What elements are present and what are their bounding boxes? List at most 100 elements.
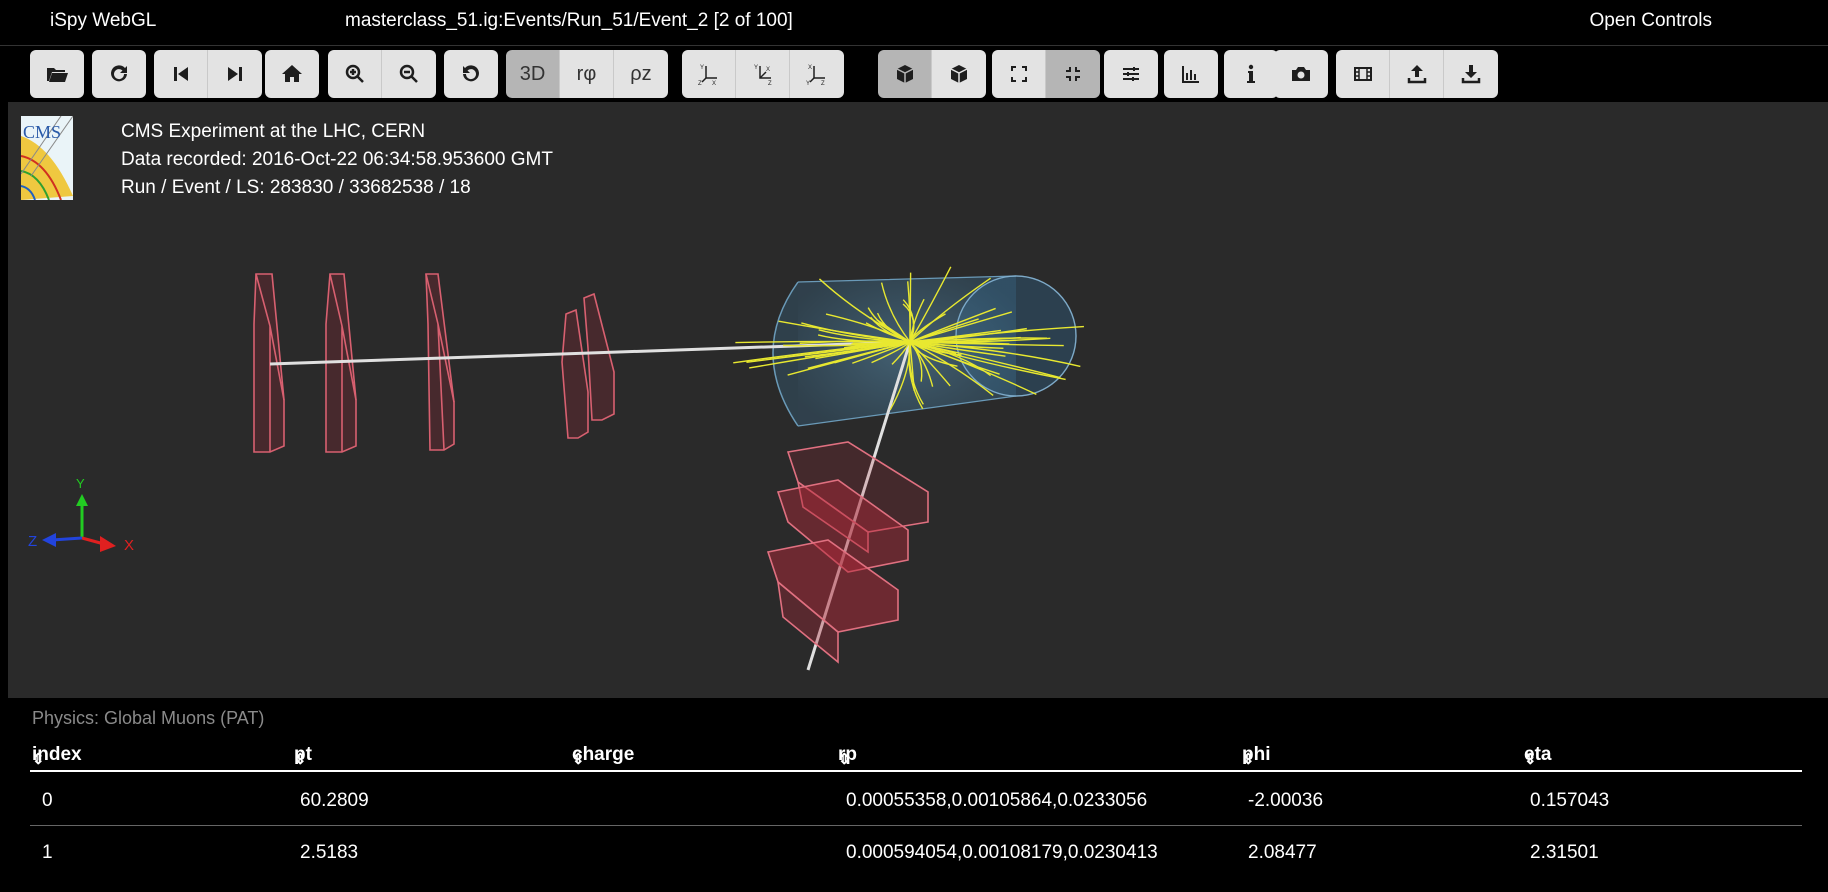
view-yx-icon[interactable]: Y X Z (736, 50, 790, 98)
muon-chambers-left (253, 273, 615, 453)
toolbar: 3D rφ ρz Y X Z Y X Z X Y Z (0, 46, 1828, 102)
table-header: ⇕ index ⇕ pt ⇕ charge ⇕ rp ⇕ phi ⇕ eta (30, 738, 1802, 772)
track-line (909, 272, 912, 343)
zoom-out-icon[interactable] (382, 50, 436, 98)
physics-table-panel: Physics: Global Muons (PAT) ⇕ index ⇕ pt … (0, 698, 1828, 892)
view-mode-group: 3D rφ ρz (506, 50, 668, 98)
sort-icon: ⇕ (838, 751, 851, 768)
axis-gizmo (42, 494, 116, 552)
enter-fullscreen-icon[interactable] (992, 50, 1046, 98)
track-line (889, 341, 911, 411)
axis-x-label: X (124, 537, 134, 554)
cell-eta: 0.157043 (1530, 790, 1610, 811)
sort-icon: ⇕ (294, 751, 307, 768)
home-icon[interactable] (265, 50, 319, 98)
view-rhoz-button[interactable]: ρz (614, 50, 668, 98)
table-row[interactable]: 1 2.5183 0.000594054,0.00108179,0.023041… (30, 826, 1802, 878)
track-line (749, 341, 911, 369)
camera-group (1274, 50, 1328, 98)
fullscreen-group (992, 50, 1100, 98)
previous-event-icon[interactable] (154, 50, 208, 98)
cell-index: 0 (42, 790, 53, 811)
title-bar: iSpy WebGL masterclass_51.ig:Events/Run_… (0, 0, 1828, 46)
view-rphi-button[interactable]: rφ (560, 50, 614, 98)
svg-text:X: X (766, 67, 770, 73)
cell-rp: 0.00055358,0.00105864,0.0233056 (846, 790, 1148, 811)
track-line (909, 327, 1027, 343)
app-name: iSpy WebGL (50, 10, 157, 31)
axis-z-label: Z (28, 533, 37, 550)
svg-text:Y: Y (806, 81, 810, 86)
view-xz-icon[interactable]: X Y Z (790, 50, 844, 98)
cell-rp: 0.000594054,0.00108179,0.0230413 (846, 842, 1158, 863)
view-yz-icon[interactable]: Y X Z (682, 50, 736, 98)
camera-icon[interactable] (1274, 50, 1328, 98)
tracker-barrel (772, 275, 1077, 427)
exit-fullscreen-icon[interactable] (1046, 50, 1100, 98)
track-line (902, 299, 915, 343)
cell-pt: 60.2809 (300, 790, 369, 811)
col-phi[interactable]: ⇕ phi (1242, 744, 1271, 768)
svg-text:CMS: CMS (23, 122, 61, 142)
col-pt[interactable]: ⇕ pt (294, 744, 312, 768)
track-line (817, 334, 911, 343)
track-line (876, 312, 911, 343)
film-icon[interactable] (1336, 50, 1390, 98)
experiment-label: CMS Experiment at the LHC, CERN (121, 121, 426, 142)
track-line (909, 266, 952, 343)
upload-icon[interactable] (1390, 50, 1444, 98)
track-line (909, 341, 1066, 381)
info-icon[interactable] (1224, 50, 1278, 98)
track-line (807, 341, 911, 370)
col-charge[interactable]: ⇕ charge (572, 744, 635, 768)
muon-chambers-bottom (766, 441, 929, 664)
track-line (909, 337, 1051, 343)
track-line (909, 341, 1037, 396)
col-index[interactable]: ⇕ index (32, 744, 82, 768)
track-line (852, 341, 911, 364)
track-line (909, 311, 1013, 343)
svg-text:Z: Z (698, 81, 702, 86)
zoom-in-icon[interactable] (328, 50, 382, 98)
axis-y-label: Y (76, 476, 85, 491)
zoom-group (328, 50, 436, 98)
svg-text:Y: Y (700, 65, 704, 71)
next-event-icon[interactable] (208, 50, 262, 98)
svg-text:Z: Z (821, 81, 825, 86)
event-display-canvas[interactable]: Y Z X CMS CMS Experiment at the LHC, CER… (8, 102, 1828, 698)
cell-index: 1 (42, 842, 53, 863)
file-group (30, 50, 84, 98)
chart-icon[interactable] (1164, 50, 1218, 98)
col-rp[interactable]: ⇕ rp (838, 744, 857, 768)
recorded-date: Data recorded: 2016-Oct-22 06:34:58.9536… (121, 149, 553, 170)
event-nav-group (154, 50, 262, 98)
sort-icon: ⇕ (1242, 751, 1255, 768)
event-info: CMS Experiment at the LHC, CERN Data rec… (121, 118, 553, 202)
file-path: masterclass_51.ig:Events/Run_51/Event_2 … (345, 10, 793, 31)
svg-text:Z: Z (768, 81, 772, 86)
perspective-icon[interactable] (878, 50, 932, 98)
col-eta[interactable]: ⇕ eta (1524, 744, 1552, 768)
export-group (1336, 50, 1498, 98)
home-group (265, 50, 319, 98)
reload-icon[interactable] (92, 50, 146, 98)
folder-open-icon[interactable] (30, 50, 84, 98)
track-line (891, 341, 911, 365)
tracker-tracks (733, 266, 1084, 411)
track-line (909, 341, 1006, 357)
sort-icon: ⇕ (572, 751, 585, 768)
cell-pt: 2.5183 (300, 842, 359, 863)
svg-text:X: X (808, 65, 812, 71)
download-icon[interactable] (1444, 50, 1498, 98)
cell-phi: 2.08477 (1248, 842, 1317, 863)
settings-icon[interactable] (1104, 50, 1158, 98)
cell-phi: -2.00036 (1248, 790, 1324, 811)
cms-logo: CMS (21, 116, 73, 200)
open-controls-link[interactable]: Open Controls (1589, 10, 1712, 31)
event-scene: Y Z X (28, 266, 1084, 671)
orthographic-icon[interactable] (932, 50, 986, 98)
table-row[interactable]: 0 60.2809 0.00055358,0.00105864,0.023305… (30, 774, 1802, 826)
reset-icon[interactable] (444, 50, 498, 98)
sort-icon: ⇕ (1524, 751, 1537, 768)
view-3d-button[interactable]: 3D (506, 50, 560, 98)
